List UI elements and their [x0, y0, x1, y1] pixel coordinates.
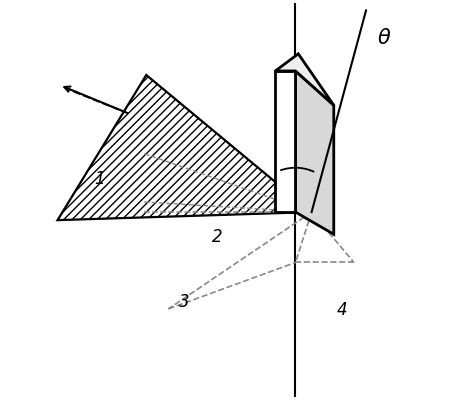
Polygon shape [275, 72, 295, 213]
Text: 4: 4 [337, 300, 347, 318]
Polygon shape [275, 55, 334, 106]
Polygon shape [295, 72, 334, 234]
Polygon shape [57, 76, 311, 221]
Text: 3: 3 [179, 292, 190, 310]
Text: 1: 1 [95, 169, 105, 188]
Text: 2: 2 [211, 228, 222, 246]
Text: $\theta$: $\theta$ [377, 28, 392, 47]
